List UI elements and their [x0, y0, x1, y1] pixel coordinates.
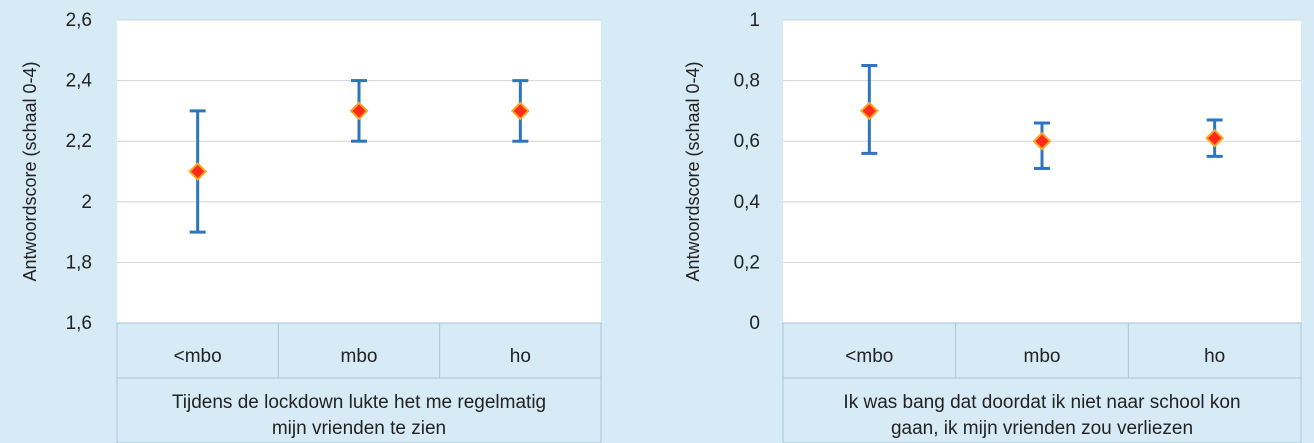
category-label: <mbo — [845, 346, 893, 367]
x-axis-label-line: mijn vrienden te zien — [272, 418, 446, 439]
y-tick-label: 1,6 — [66, 313, 92, 334]
y-tick-label: 2,4 — [66, 71, 93, 92]
y-tick-label: 2,6 — [66, 10, 92, 31]
data-point-marker — [349, 101, 369, 121]
x-axis-label-line: Tijdens de lockdown lukte het me regelma… — [172, 392, 546, 413]
y-tick-label: 2,2 — [66, 131, 92, 152]
category-table — [782, 322, 1302, 443]
plot-area — [783, 20, 1301, 323]
category-label: <mbo — [174, 346, 222, 367]
y-tick-label: 2 — [81, 192, 92, 213]
category-label: ho — [510, 346, 531, 367]
category-label: ho — [1204, 346, 1225, 367]
y-tick-label: 0,8 — [734, 71, 760, 92]
x-axis-label-line: gaan, ik mijn vrienden zou verliezen — [891, 418, 1193, 439]
y-tick-label: 1,8 — [66, 252, 92, 273]
data-point-marker — [859, 101, 879, 121]
data-point-marker — [1032, 131, 1052, 151]
category-table — [116, 322, 602, 443]
category-label: mbo — [1024, 346, 1061, 367]
data-point-marker — [510, 101, 530, 121]
y-axis-label: Antwoordscore (schaal 0-4) — [20, 61, 40, 281]
chart-2: 0 0,2 0,4 0,6 0,8 1 Antwoordscore (schaal 0-4)… — [683, 10, 1302, 443]
y-tick-label: 0,4 — [734, 192, 761, 213]
data-point-marker — [1205, 128, 1225, 148]
y-tick-label: 0 — [749, 313, 760, 334]
y-tick-label: 0,2 — [734, 252, 760, 273]
y-tick-label: 1 — [749, 10, 760, 31]
y-tick-label: 0,6 — [734, 131, 760, 152]
y-axis-label: Antwoordscore (schaal 0-4) — [683, 61, 703, 281]
data-point-marker — [188, 162, 208, 181]
chart-1: 1,6 1,8 2 2,2 2,4 2,6 Antwoordscore (schaal 0-… — [20, 10, 602, 443]
x-axis-label-line: Ik was bang dat doordat ik niet naar sch… — [843, 392, 1240, 413]
category-label: mbo — [341, 346, 378, 367]
